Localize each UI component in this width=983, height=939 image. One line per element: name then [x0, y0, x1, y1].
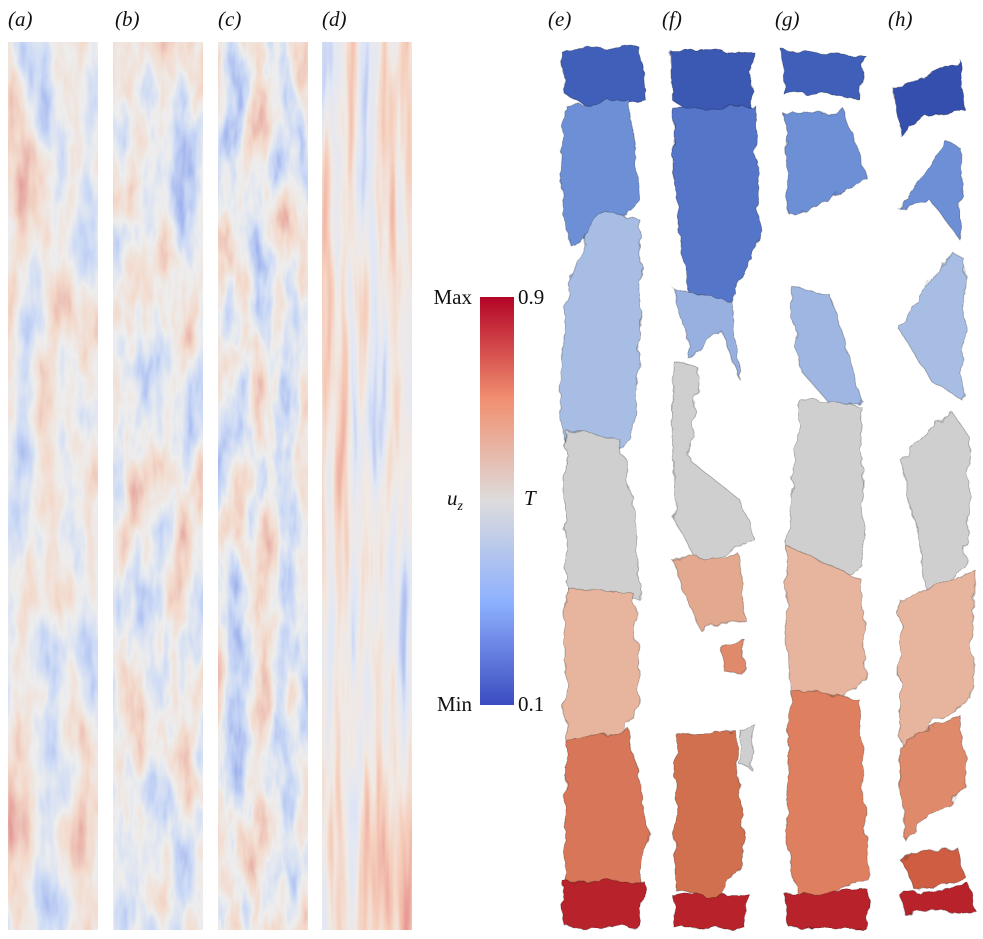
panel-label: (c): [218, 7, 241, 31]
panel-label: (f): [662, 7, 682, 31]
panel-label: (d): [322, 7, 347, 31]
slice-panels: [8, 42, 412, 930]
isosurface: [790, 285, 862, 410]
panel-labels: (a) (b) (c) (d) (e) (f) (g) (h): [8, 7, 913, 31]
panel-label: (b): [115, 7, 140, 31]
panel-label: (a): [8, 7, 33, 31]
isosurface: [565, 730, 648, 890]
isosurface: [675, 105, 760, 320]
slice-d: [322, 42, 412, 930]
slice-c: [218, 42, 308, 930]
figure: (a) (b) (c) (d) (e) (f) (g) (h) Max Min …: [0, 0, 983, 939]
colorbar-bottom-value: 0.1: [518, 692, 544, 716]
colorbar-min: Min: [437, 692, 473, 716]
colorbar-left-label: uz: [447, 486, 464, 514]
colorbar-right-label: T: [524, 486, 537, 510]
slice-a: [8, 42, 98, 930]
isosurface: [900, 140, 962, 240]
isosurface: [740, 725, 755, 770]
colorbar-top-value: 0.9: [518, 285, 544, 309]
isosurface: [672, 360, 755, 565]
isosurface: [562, 880, 645, 926]
subscript: z: [457, 499, 464, 514]
isosurface: [722, 640, 745, 675]
isosurface: [785, 890, 868, 928]
isosurface: [675, 730, 745, 900]
isosurface: [672, 555, 745, 630]
colorbar-max: Max: [434, 285, 473, 309]
isosurfaces: [560, 48, 975, 928]
isosurface: [785, 690, 868, 905]
symbol: u: [447, 486, 458, 510]
isosurface: [900, 845, 968, 890]
slice-b: [113, 42, 203, 930]
colorbar-gradient: [480, 297, 514, 705]
isosurface: [900, 885, 975, 915]
panel-label: (h): [888, 7, 913, 31]
isosurface: [672, 895, 750, 928]
isosurface: [782, 50, 865, 100]
panel-label: (e): [548, 7, 571, 31]
colorbar: Max Min 0.9 0.1 uz T: [434, 285, 545, 716]
isosurface: [785, 110, 868, 215]
isosurface: [900, 250, 965, 400]
isosurface: [565, 585, 640, 745]
isosurface: [895, 60, 965, 135]
panel-label: (g): [775, 7, 800, 31]
